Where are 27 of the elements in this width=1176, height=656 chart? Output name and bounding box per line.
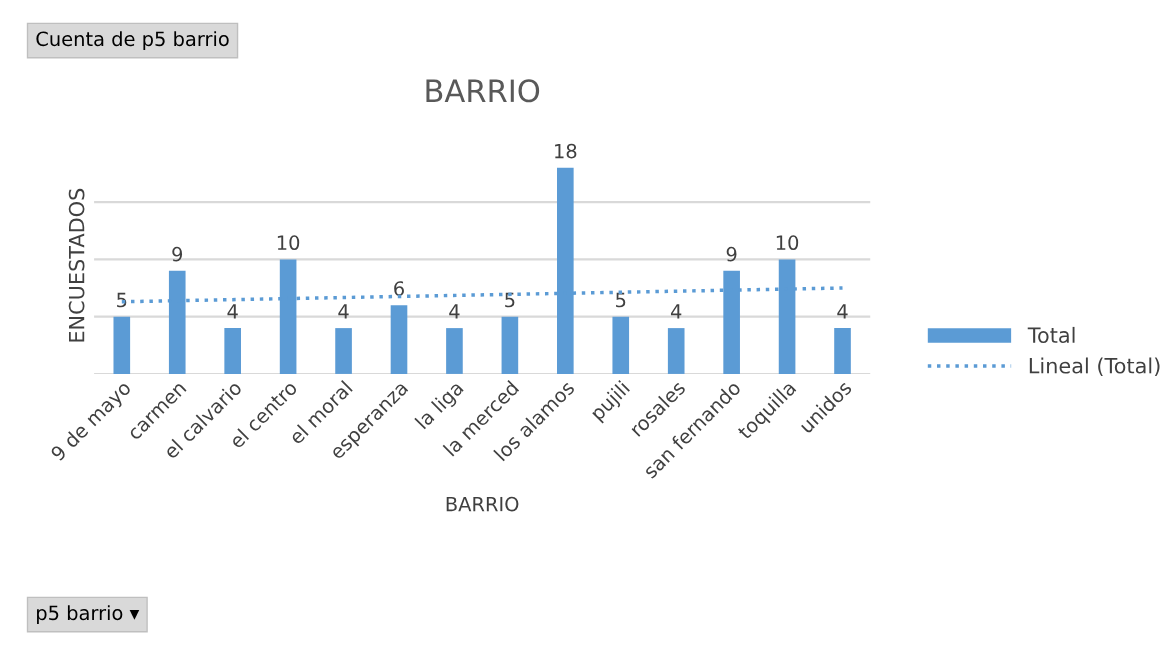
bar <box>335 328 352 374</box>
bar <box>224 328 241 374</box>
legend-label: Total <box>1027 326 1075 344</box>
bar <box>113 316 131 374</box>
bar <box>446 328 463 374</box>
legend-label: Lineal (Total) <box>1029 357 1160 377</box>
data-label: 10 <box>277 235 300 251</box>
chart-title: BARRIO <box>426 79 540 103</box>
data-label: 4 <box>338 304 349 319</box>
data-label: 10 <box>776 235 799 251</box>
data-label: 9 <box>726 246 737 262</box>
data-label: 4 <box>227 304 238 319</box>
text: Cuenta de p5 barrio <box>36 31 229 50</box>
bar <box>834 328 851 374</box>
bar <box>612 316 630 374</box>
text: p5 barrio ▾ <box>37 605 140 624</box>
data-label: 4 <box>837 304 848 319</box>
data-label: 6 <box>394 281 404 296</box>
data-label: 4 <box>670 304 682 319</box>
bar <box>501 316 519 374</box>
data-label: 9 <box>172 246 183 262</box>
data-label: 18 <box>555 143 577 159</box>
data-label: 4 <box>449 304 460 319</box>
bar <box>390 305 408 374</box>
x-axis-title: BARRIO <box>446 496 519 512</box>
y-axis-title: ENCUESTADOS <box>68 188 85 342</box>
bar <box>667 328 685 374</box>
